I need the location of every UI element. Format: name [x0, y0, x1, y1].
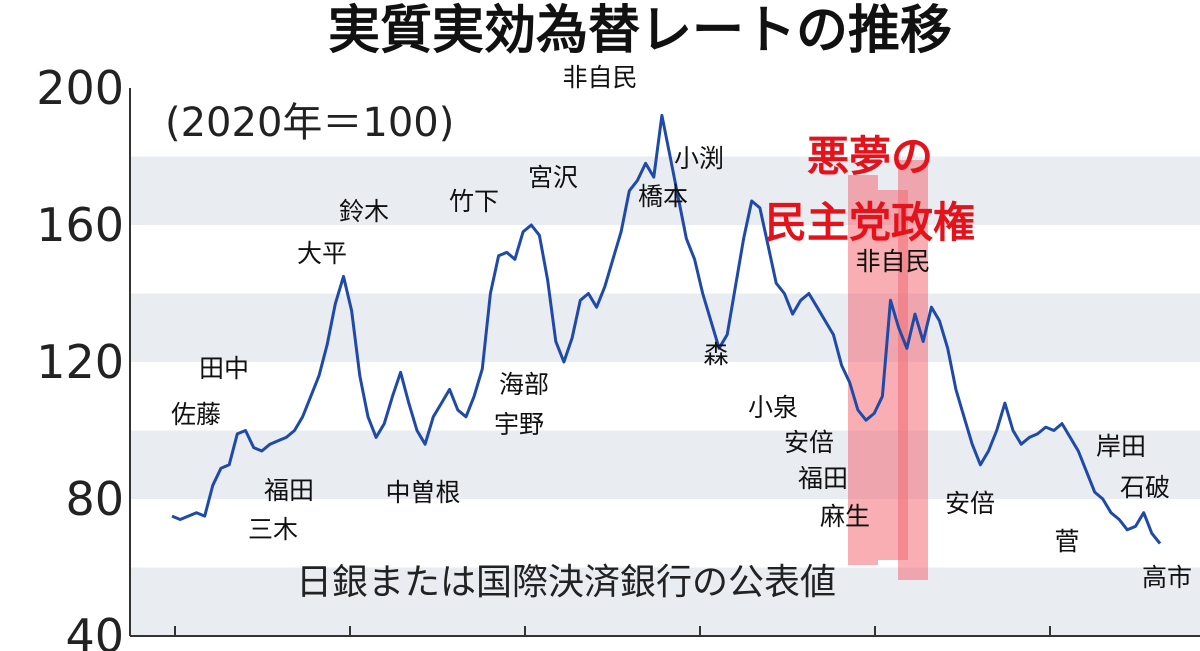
- annotation-label: 福田: [798, 464, 848, 493]
- annotation-label: 安倍: [945, 489, 995, 518]
- annotation-label: 小泉: [748, 393, 798, 422]
- series-line: [171, 113, 1162, 545]
- grid-band: [130, 567, 1200, 636]
- annotation-label: 宇野: [494, 410, 544, 439]
- y-tick-label: 80: [65, 472, 124, 526]
- grid-band: [130, 293, 1200, 362]
- y-tick-label: 200: [36, 61, 124, 115]
- annotation-label: 安倍: [784, 428, 834, 457]
- annotation-label: 高市: [1142, 563, 1192, 592]
- highlight-streak: [898, 160, 928, 580]
- annotation-label: 竹下: [449, 187, 499, 216]
- annotation-label: 海部: [499, 370, 549, 399]
- y-tick-label: 40: [65, 609, 124, 651]
- annotation-label: 宮沢: [528, 163, 578, 192]
- grid-bands: [130, 156, 1200, 636]
- highlight-overlay: [848, 160, 928, 580]
- highlight-label-line: 民主党政権: [765, 198, 975, 247]
- annotation-label: 中曽根: [385, 478, 460, 507]
- axes: [129, 88, 1200, 637]
- y-tick-label: 160: [36, 198, 124, 252]
- annotation-label: 田中: [199, 354, 249, 383]
- highlight-streak: [848, 175, 878, 565]
- source-note: 日銀または国際決済銀行の公表値: [296, 562, 836, 603]
- annotation-label: 麻生: [820, 502, 870, 531]
- annotation-label: 非自民: [855, 247, 930, 276]
- annotation-label: 橋本: [638, 182, 688, 211]
- annotation-label: 鈴木: [339, 197, 389, 226]
- y-tick-label: 120: [36, 335, 124, 389]
- annotation-label: 大平: [297, 239, 347, 268]
- chart-subtitle: (2020年＝100): [165, 100, 454, 146]
- y-tick-labels: 40 80 120 160 200: [36, 61, 124, 651]
- annotation-label: 岸田: [1096, 432, 1146, 461]
- annotation-label: 福田: [264, 476, 314, 505]
- series-group: [171, 113, 1162, 545]
- annotation-label: 菅: [1054, 527, 1079, 556]
- annotation-label: 佐藤: [171, 400, 221, 429]
- annotation-labels: 佐藤田中三木福田大平鈴木中曽根竹下宇野海部宮沢非自民橋本小渕森小泉安倍福田麻生非…: [171, 63, 1192, 592]
- chart-title: 実質実効為替レートの推移: [328, 1, 952, 61]
- annotation-label: 森: [703, 340, 728, 369]
- annotation-label: 三木: [248, 515, 298, 544]
- grid-band: [130, 156, 1200, 225]
- highlight-label-line: 悪夢の: [807, 132, 933, 181]
- annotation-label: 非自民: [562, 63, 637, 92]
- annotation-label: 小渕: [674, 144, 724, 173]
- annotation-label: 石破: [1120, 473, 1170, 502]
